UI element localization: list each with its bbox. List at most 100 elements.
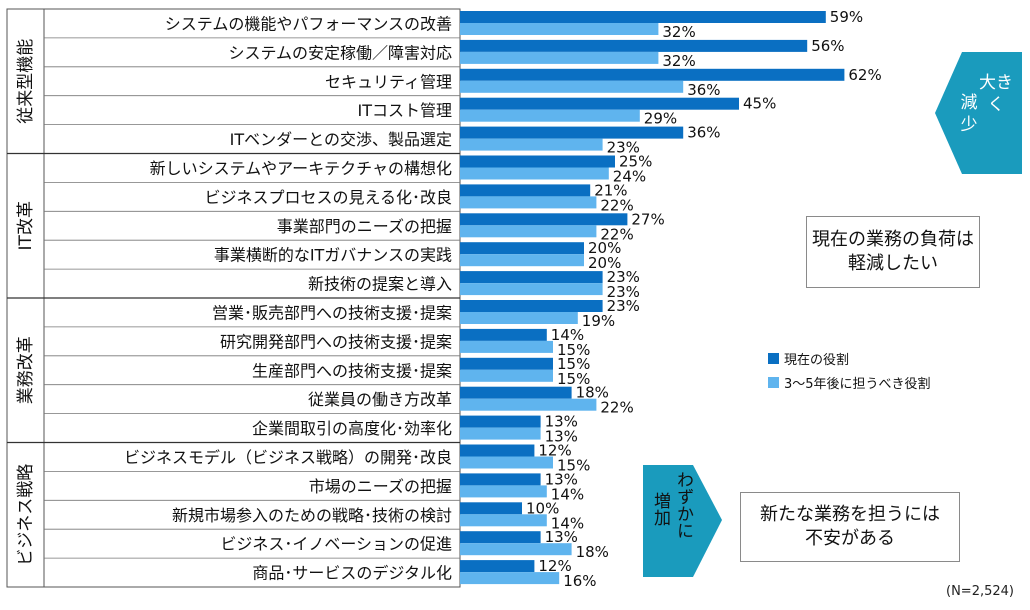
bar-future [460,427,541,440]
value-label-current: 62% [848,66,881,84]
value-label-current: 12% [538,557,571,575]
bar-current [460,444,535,457]
value-label-future: 36% [687,81,720,99]
value-label-future: 22% [600,399,633,417]
bar-current [460,328,547,341]
bar-current [460,39,808,52]
value-label-future: 32% [662,23,695,41]
increase-note-box: 新たな業務を担うには 不安がある [740,492,960,562]
bar-future [460,283,603,296]
bar-current [460,357,553,370]
category-label: 営業･販売部門への技術支援･提案 [212,303,452,322]
increase-note-line-1: 新たな業務を担うには [760,504,940,525]
value-label-current: 23% [607,297,640,315]
category-label: 従業員の働き方改革 [308,390,452,409]
bar-current [460,531,541,544]
category-label: 市場のニーズの把握 [309,477,452,496]
bar-future [460,514,547,527]
value-label-current: 25% [619,153,652,171]
category-label: ITベンダーとの交渉、製品選定 [230,130,452,149]
category-label: ビジネス･イノベーションの促進 [220,535,452,554]
bar-future [460,312,578,324]
legend-swatch [768,353,779,364]
increase-arrow-shape [643,465,722,577]
value-label-future: 14% [551,485,584,503]
value-label-future: 32% [662,52,695,70]
category-label: システムの安定稼働／障害対応 [228,43,452,62]
decrease-arrow-text: く [988,95,1005,115]
bar-current [460,155,615,168]
bar-future [460,572,560,585]
category-label: 生産部門への技術支援･提案 [252,361,452,380]
group-label: IT改革 [16,201,36,250]
value-label-future: 29% [644,110,677,128]
value-label-current: 59% [830,8,863,26]
bar-current [460,97,739,110]
bar-future [460,340,553,353]
decrease-note-line-2: 軽減したい [848,253,938,274]
value-label-current: 23% [607,268,640,286]
bar-future [460,456,553,469]
category-label: 新しいシステムやアーキテクチャの構想化 [150,159,452,178]
bar-current [460,473,541,486]
decrease-note-line-1: 現在の業務の負荷は [812,229,974,250]
bar-current [460,68,845,81]
value-label-future: 22% [600,196,633,214]
value-label-current: 27% [631,210,664,228]
bar-future [460,167,609,180]
value-label-future: 24% [613,168,646,186]
value-label-current: 13% [545,528,578,546]
value-label-current: 10% [526,499,559,517]
value-label-future: 19% [582,312,615,330]
bar-future [460,543,572,556]
legend-swatch [768,377,779,388]
bar-future [460,485,547,498]
value-label-future: 14% [551,514,584,532]
category-label: セキュリティ管理 [325,72,452,91]
bar-current [460,11,826,23]
legend-label: 現在の役割 [784,352,849,368]
category-label: ビジネスプロセスの見える化･改良 [204,188,452,207]
decrease-note-box: 現在の業務の負荷は 軽減したい [806,216,980,288]
bar-current [460,560,535,573]
value-label-future: 15% [557,370,590,388]
value-label-current: 13% [545,413,578,431]
legend-label: 3～5年後に担うべき役割 [784,376,931,392]
sample-size-note: (N=2,524) [946,584,1014,599]
value-label-future: 23% [607,283,640,301]
bar-future [460,80,684,93]
bar-current [460,126,684,139]
decrease-arrow-text: 大き [979,73,1013,93]
value-label-current: 20% [588,239,621,257]
value-label-current: 12% [538,442,571,460]
value-label-current: 21% [594,181,627,199]
value-label-current: 36% [687,124,720,142]
value-label-current: 13% [545,470,578,488]
increase-arrow-text: 増加 [650,492,671,526]
bar-current [460,184,591,197]
bar-future [460,369,553,382]
value-label-future: 16% [563,572,596,590]
bar-current [460,271,603,284]
decrease-arrow-text: 少 [961,115,978,135]
category-label: 企業間取引の高度化･効率化 [252,419,452,438]
value-label-future: 15% [557,457,590,475]
category-label: ITコスト管理 [358,101,453,120]
bar-future [460,51,659,64]
value-label-current: 18% [576,384,609,402]
value-label-future: 13% [545,428,578,446]
increase-note-line-2: 不安がある [805,528,895,549]
value-label-future: 23% [607,139,640,157]
bar-current [460,300,603,312]
decrease-arrow-text: 減 [961,93,978,113]
category-label: 新技術の提案と導入 [308,275,452,294]
bar-current [460,242,584,255]
category-label: システムの機能やパフォーマンスの改善 [165,14,452,33]
bar-current [460,415,541,428]
group-label: ビジネス戦略 [16,464,36,566]
bar-future [460,196,597,209]
category-label: 事業部門のニーズの把握 [277,217,452,236]
group-label: 従来型機能 [16,39,36,124]
increase-arrow-text: わずかに [673,471,693,539]
